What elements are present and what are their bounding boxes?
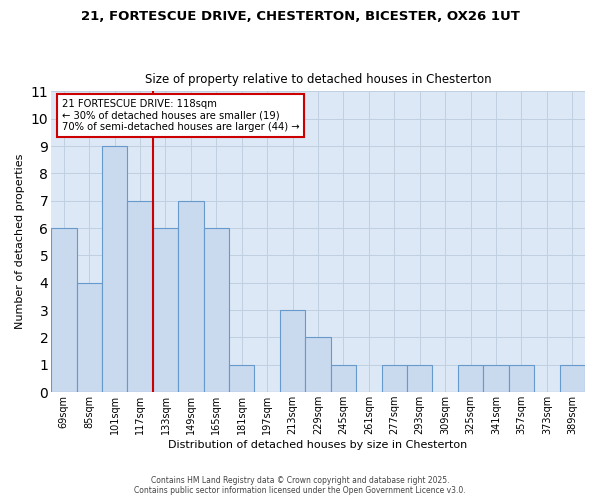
Bar — [77, 283, 102, 392]
Bar — [51, 228, 77, 392]
Bar — [458, 365, 484, 392]
Bar — [484, 365, 509, 392]
Bar — [178, 200, 203, 392]
Text: 21 FORTESCUE DRIVE: 118sqm
← 30% of detached houses are smaller (19)
70% of semi: 21 FORTESCUE DRIVE: 118sqm ← 30% of deta… — [62, 99, 299, 132]
Bar — [229, 365, 254, 392]
Y-axis label: Number of detached properties: Number of detached properties — [15, 154, 25, 330]
Bar — [509, 365, 534, 392]
Title: Size of property relative to detached houses in Chesterton: Size of property relative to detached ho… — [145, 73, 491, 86]
Bar — [280, 310, 305, 392]
Bar — [407, 365, 433, 392]
Bar — [127, 200, 153, 392]
X-axis label: Distribution of detached houses by size in Chesterton: Distribution of detached houses by size … — [169, 440, 467, 450]
Bar — [153, 228, 178, 392]
Bar — [560, 365, 585, 392]
Bar — [382, 365, 407, 392]
Text: 21, FORTESCUE DRIVE, CHESTERTON, BICESTER, OX26 1UT: 21, FORTESCUE DRIVE, CHESTERTON, BICESTE… — [80, 10, 520, 23]
Bar — [102, 146, 127, 392]
Bar — [305, 338, 331, 392]
Text: Contains HM Land Registry data © Crown copyright and database right 2025.
Contai: Contains HM Land Registry data © Crown c… — [134, 476, 466, 495]
Bar — [203, 228, 229, 392]
Bar — [331, 365, 356, 392]
